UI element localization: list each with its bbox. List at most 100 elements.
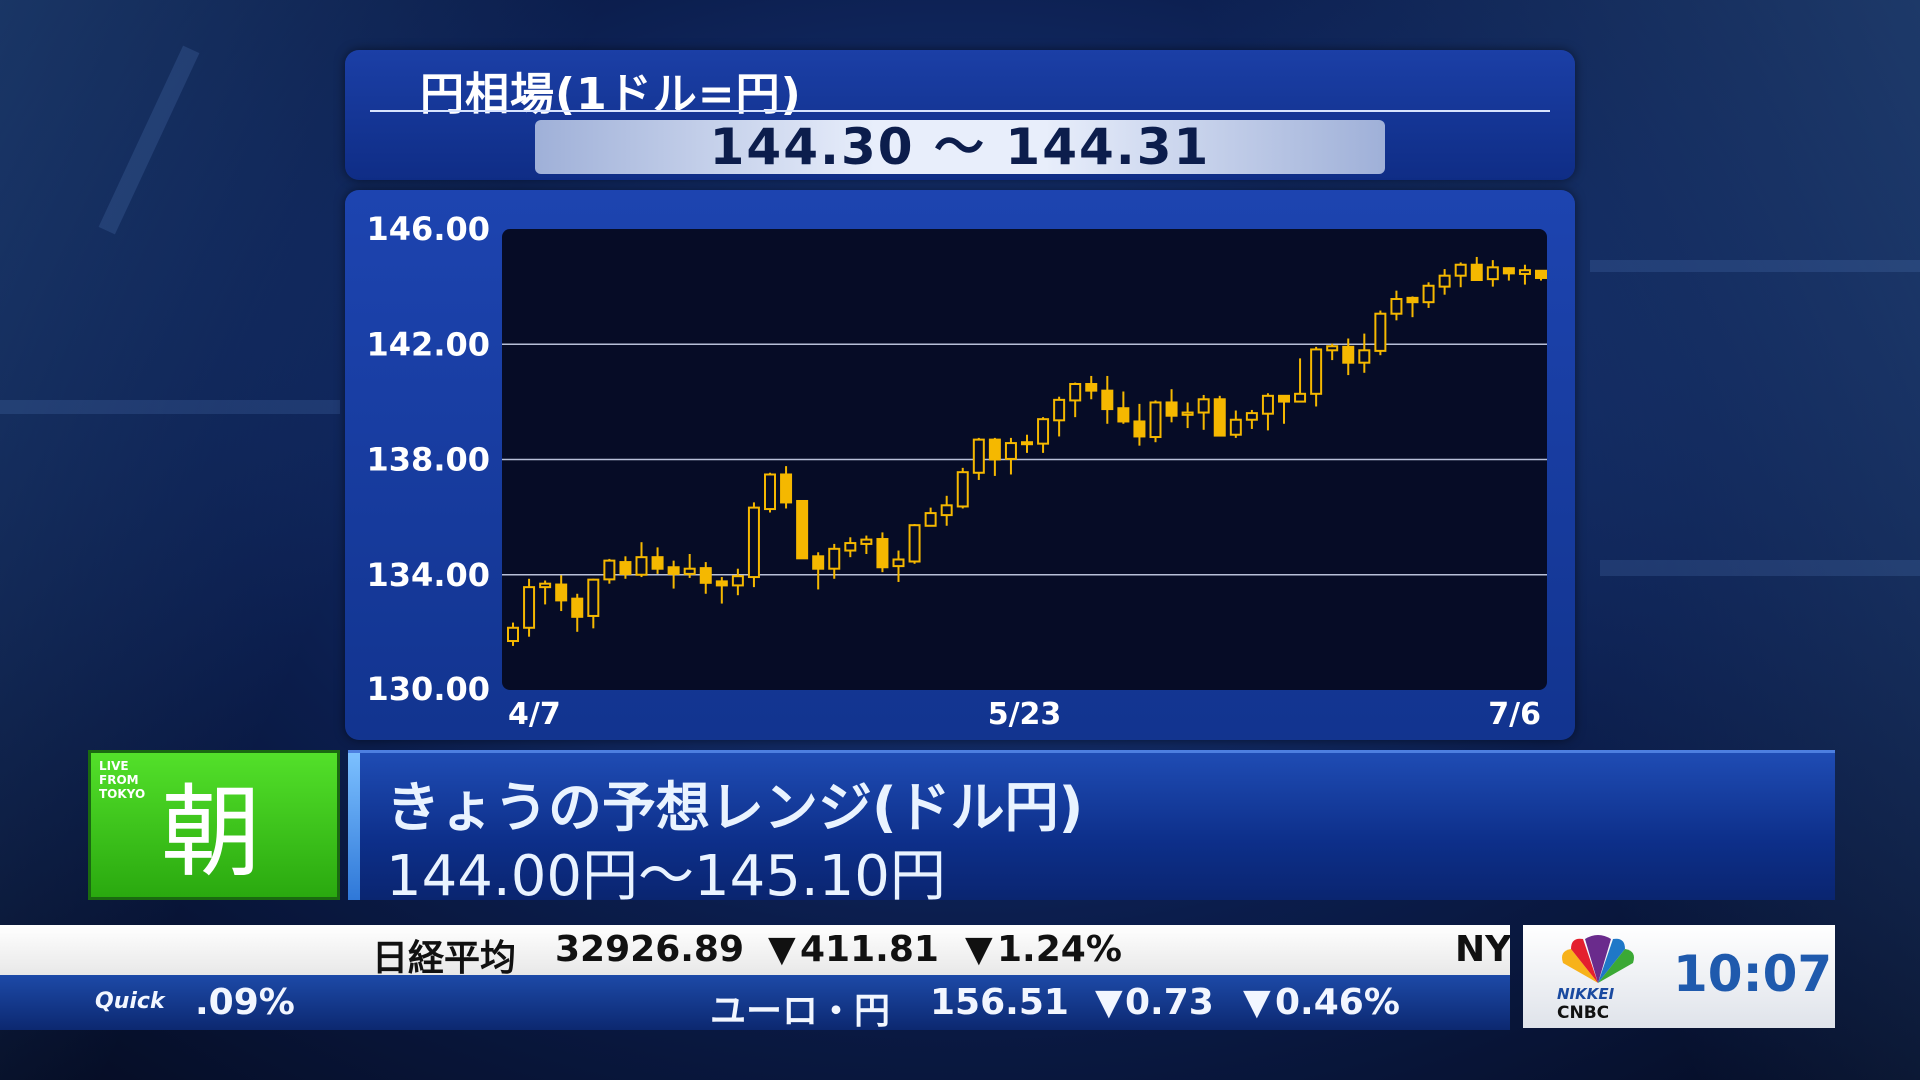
current-quote: 144.30 ～ 144.31 xyxy=(535,120,1385,174)
candle xyxy=(1454,262,1467,288)
x-tick-label: 7/6 xyxy=(1488,697,1541,732)
candle-body-up xyxy=(972,438,985,474)
candle xyxy=(764,472,776,513)
down-triangle-icon: ▼ xyxy=(965,929,993,970)
candle xyxy=(1213,395,1226,437)
candle xyxy=(667,560,680,589)
candle-body-down xyxy=(667,566,680,575)
candle xyxy=(539,580,552,605)
candle xyxy=(1165,389,1178,423)
candle xyxy=(812,552,825,590)
candle-body-down xyxy=(796,499,809,560)
divider xyxy=(370,110,1550,112)
down-triangle-icon: ▼ xyxy=(768,929,796,970)
forecast-range: 144.00円～145.10円 xyxy=(386,844,946,909)
candle-body-up xyxy=(764,473,776,511)
logo-cnbc: CNBC xyxy=(1557,1003,1610,1023)
candle-body-down xyxy=(780,473,793,504)
candle-body-up xyxy=(1326,345,1339,352)
y-tick-label: 138.00 xyxy=(367,441,490,479)
candle xyxy=(876,532,889,573)
candle xyxy=(1117,391,1130,424)
candle xyxy=(1229,410,1242,438)
candle xyxy=(988,437,1001,476)
candle-body-down xyxy=(1101,389,1114,411)
candle-body-down xyxy=(812,555,825,570)
candle-body-down xyxy=(1085,383,1098,392)
candle xyxy=(1149,400,1162,443)
candle-body-down xyxy=(1502,267,1515,275)
candle-body-up xyxy=(603,559,616,581)
candle-body-up xyxy=(844,542,857,552)
candle xyxy=(1374,310,1387,356)
candle xyxy=(1422,282,1435,308)
candle xyxy=(507,622,519,646)
candle-body-up xyxy=(1197,398,1210,414)
candle-body-up xyxy=(1181,411,1194,416)
candle-body-up xyxy=(731,575,744,587)
candle xyxy=(1342,338,1355,376)
y-tick-label: 146.00 xyxy=(367,210,490,248)
ticker-pct: 1.24% xyxy=(997,929,1122,970)
decor-stripe xyxy=(1590,260,1920,272)
title-panel: 円相場(1ドル=円) 144.30 ～ 144.31 xyxy=(345,50,1575,180)
candle xyxy=(1535,269,1547,281)
candle-body-up xyxy=(1390,298,1403,315)
candle-body-up xyxy=(860,538,873,545)
quick-logo: Quick xyxy=(95,989,165,1014)
candle-body-up xyxy=(1261,394,1274,415)
ticker-value: 32926.89 xyxy=(555,929,745,970)
candle xyxy=(1310,346,1323,407)
candle-body-up xyxy=(635,556,648,576)
candle-body-up xyxy=(1310,348,1323,395)
candle-body-up xyxy=(1245,412,1258,421)
candle xyxy=(1518,264,1531,285)
candle xyxy=(603,558,616,584)
candle xyxy=(1502,267,1515,281)
lower-third-banner: きょうの予想レンジ(ドル円) 144.00円～145.10円 xyxy=(348,750,1835,909)
candle-body-up xyxy=(1358,349,1371,364)
ticker-prev-tail: .09% xyxy=(195,982,295,1023)
candle-body-down xyxy=(876,538,889,569)
candle xyxy=(1261,393,1274,431)
candle-body-down xyxy=(619,561,632,575)
candle-body-up xyxy=(1053,398,1066,422)
ticker-value: 156.51 xyxy=(930,982,1069,1023)
candle-body-up xyxy=(924,512,937,527)
candle xyxy=(908,524,921,564)
candle-body-up xyxy=(1294,392,1307,403)
clock: 10:07 xyxy=(1673,945,1833,1003)
candle xyxy=(715,577,728,604)
ticker-row-2: Quick .09% ユーロ・円 156.51 ▼ 0.73 ▼ 0.46% xyxy=(0,975,1510,1030)
candle-body-up xyxy=(1518,269,1531,275)
candle xyxy=(1358,333,1371,373)
peacock-logo-icon xyxy=(1562,935,1634,983)
candle-body-up xyxy=(747,506,760,579)
candle-body-up xyxy=(1069,383,1082,402)
candle xyxy=(780,466,793,509)
banner-headline: きょうの予想レンジ(ドル円) xyxy=(386,776,1084,839)
candle-body-down xyxy=(1470,263,1483,281)
banner-accent xyxy=(348,753,360,900)
candle-body-down xyxy=(571,597,584,618)
candle-body-up xyxy=(828,547,841,570)
candle xyxy=(1004,437,1017,475)
candle xyxy=(1085,375,1098,400)
candlestick-chart: 146.00 142.00 138.00 134.00 130.00 4/7 5/23 7/6 xyxy=(367,210,1547,732)
candle-body-up xyxy=(892,558,905,568)
candle xyxy=(924,507,937,527)
candle-body-up xyxy=(1422,284,1435,304)
candle-body-up xyxy=(523,586,536,629)
candle xyxy=(956,467,969,509)
program-badge: LIVE FROM TOKYO 朝 xyxy=(88,750,340,900)
down-triangle-icon: ▼ xyxy=(1095,982,1123,1023)
channel-logo-box: NIKKEI CNBC 10:07 xyxy=(1523,925,1835,1028)
y-tick-label: 142.00 xyxy=(367,325,490,363)
candle xyxy=(1037,417,1050,453)
live-from-tokyo-label: LIVE FROM TOKYO xyxy=(99,759,149,801)
candle-body-down xyxy=(1213,398,1226,437)
y-tick-label: 134.00 xyxy=(367,556,490,594)
candle-body-up xyxy=(908,524,921,563)
candle xyxy=(828,543,841,579)
candle xyxy=(1438,269,1451,295)
